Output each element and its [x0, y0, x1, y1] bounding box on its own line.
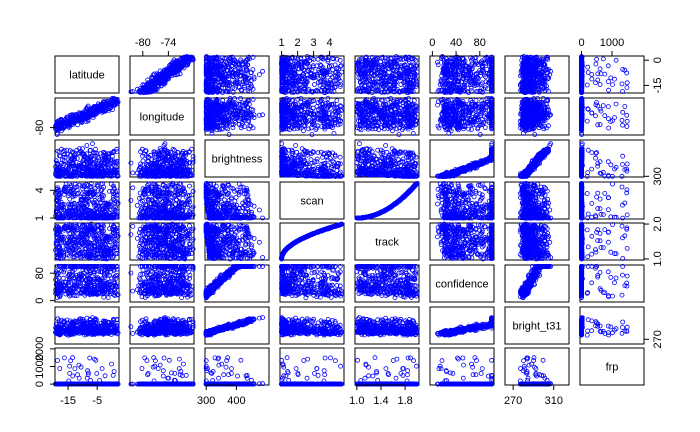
data-point: [596, 78, 600, 82]
data-point: [312, 83, 316, 87]
data-point: [603, 72, 607, 76]
data-point: [606, 64, 610, 68]
data-point: [436, 63, 440, 67]
panel-longitude-vs-longitude: longitude: [130, 98, 194, 135]
data-point: [261, 69, 265, 73]
panel-latitude-vs-track: [355, 55, 419, 95]
panel-latitude-vs-brightness: [204, 55, 269, 95]
panel-longitude-vs-latitude: [54, 97, 121, 137]
panel-latitude-vs-longitude: [129, 55, 195, 95]
data-point: [76, 123, 80, 127]
panel-latitude-vs-frp: [580, 55, 645, 95]
data-point: [257, 73, 261, 77]
panel-latitude-vs-confidence: [430, 55, 494, 95]
data-point: [586, 65, 590, 69]
data-point: [614, 58, 618, 62]
data-point: [590, 72, 594, 76]
data-point: [613, 77, 617, 81]
data-point: [486, 87, 490, 91]
data-point: [469, 89, 473, 93]
diagonal-label-latitude: latitude: [69, 70, 104, 82]
data-point: [611, 83, 615, 87]
data-point: [625, 81, 629, 85]
data-point: [436, 60, 440, 64]
data-point: [594, 62, 598, 66]
data-point: [625, 86, 629, 90]
data-point: [595, 57, 599, 61]
data-point: [598, 67, 602, 71]
data-point: [594, 81, 598, 85]
data-point: [606, 80, 610, 84]
data-point: [601, 57, 605, 61]
panel-latitude-vs-bright_t31: [505, 55, 569, 95]
data-point: [607, 88, 611, 92]
data-point: [620, 82, 624, 86]
data-point: [585, 83, 589, 87]
data-point: [340, 70, 344, 74]
panel-latitude-vs-latitude: latitude: [55, 56, 119, 93]
data-point: [316, 57, 320, 61]
data-point: [598, 83, 602, 87]
panel-latitude-vs-scan: [280, 55, 344, 95]
data-point: [590, 77, 594, 81]
